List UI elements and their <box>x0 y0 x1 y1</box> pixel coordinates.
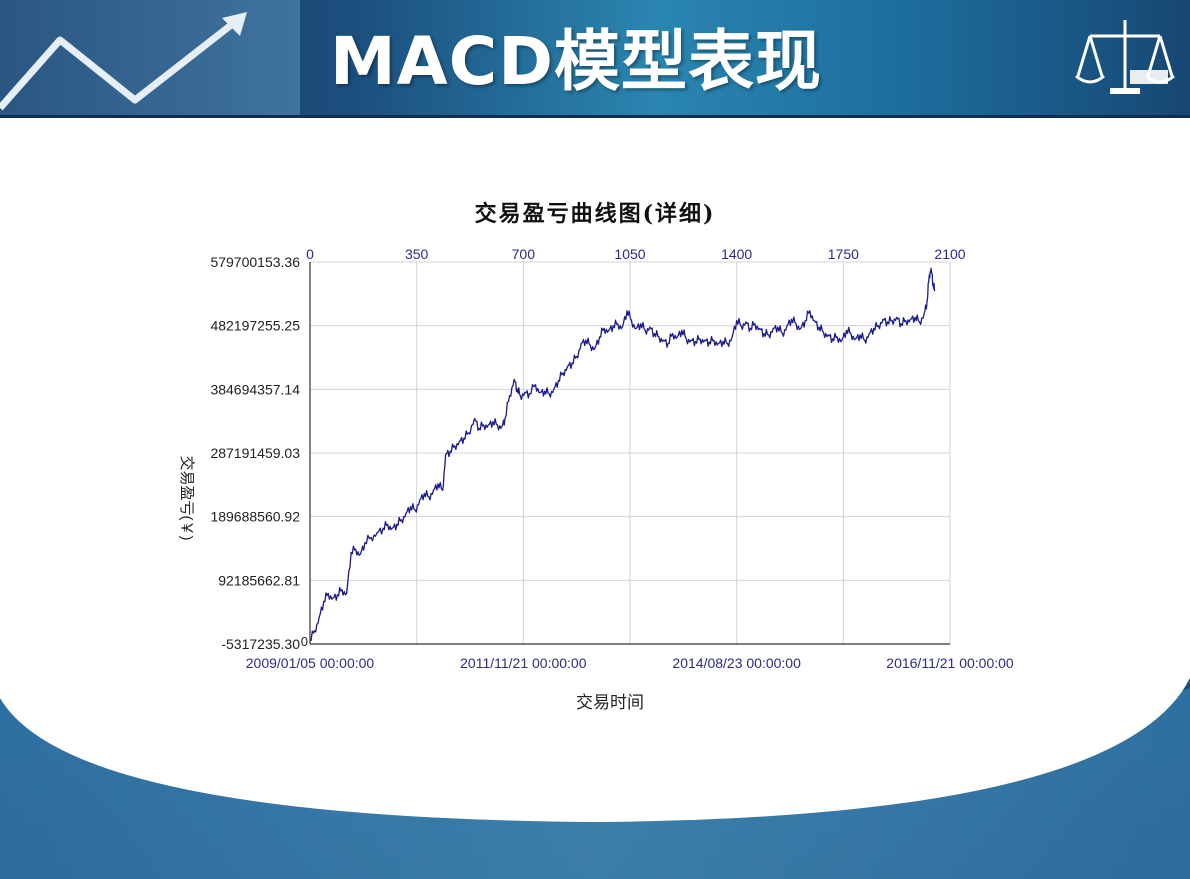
chart-title: 交易盈亏曲线图(详细) <box>474 201 716 227</box>
y-zero-label: 0 <box>301 634 308 649</box>
series-line <box>309 267 936 642</box>
x-axis-label: 交易时间 <box>576 693 644 712</box>
x-bottom-tick-label: 2009/01/05 00:00:00 <box>246 655 375 671</box>
chart-axes <box>309 262 950 645</box>
x-top-tick-label: 700 <box>512 246 536 262</box>
pnl-line-chart: -5317235.30 92185662.81 189688560.92 287191… <box>178 246 1014 712</box>
x-top-tick-label: 350 <box>405 246 429 262</box>
x-bottom-tick-label: 2011/11/21 00:00:00 <box>460 655 587 671</box>
y-tick-label: -5317235.30 <box>221 636 300 652</box>
header-divider <box>0 115 1190 118</box>
y-tick-label: 189688560.92 <box>210 509 300 525</box>
y-tick-label: 482197255.25 <box>210 318 300 334</box>
rising-arrow-icon <box>0 0 300 118</box>
scales-of-justice-icon <box>1075 20 1175 94</box>
y-tick-label: 579700153.36 <box>210 254 300 270</box>
slide-background <box>0 118 1190 879</box>
slide-title: MACD模型表现 <box>330 23 822 100</box>
chart-tick-labels: -5317235.30 92185662.81 189688560.92 287191… <box>178 246 1014 712</box>
x-bottom-tick-label: 2016/11/21 00:00:00 <box>886 655 1014 671</box>
y-axis-label: 交易盈亏(￥) <box>178 456 196 541</box>
x-top-tick-label: 1050 <box>614 246 645 262</box>
x-bottom-tick-label: 2014/08/23 00:00:00 <box>672 655 801 671</box>
x-top-tick-label: 1400 <box>721 246 752 262</box>
y-tick-label: 384694357.14 <box>210 381 300 397</box>
chart-grid <box>309 261 951 645</box>
slide-header: MACD模型表现 <box>0 0 1190 118</box>
y-tick-label: 287191459.03 <box>210 445 300 461</box>
chart-series <box>309 267 936 642</box>
y-tick-label: 92185662.81 <box>218 572 300 588</box>
x-top-tick-label: 2100 <box>934 246 965 262</box>
x-top-tick-label: 1750 <box>828 246 859 262</box>
x-top-tick-label: 0 <box>306 246 314 262</box>
